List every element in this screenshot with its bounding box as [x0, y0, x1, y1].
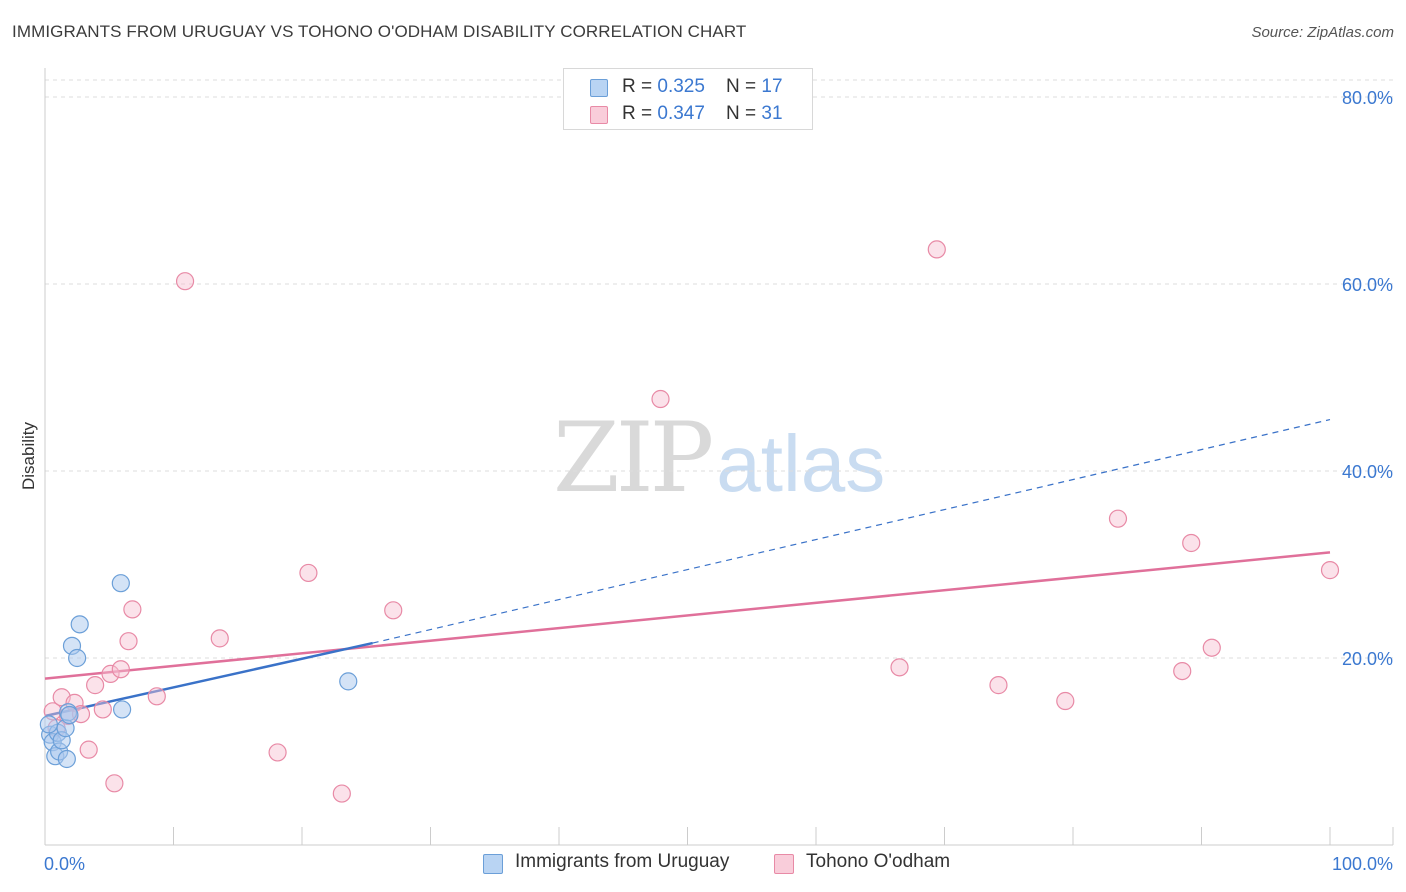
point-tohono [93, 700, 112, 719]
point-tohono [105, 774, 124, 793]
point-tohono [384, 601, 403, 620]
point-uruguay [39, 715, 58, 734]
point-uruguay [70, 615, 89, 634]
bottom-legend-label-tohono: Tohono O'odham [806, 851, 951, 872]
point-tohono [1108, 509, 1128, 528]
bottom-legend-label-uruguay: Immigrants from Uruguay [515, 851, 730, 872]
point-tohono [651, 389, 670, 409]
bottom-legend-swatch-tohono [774, 854, 794, 874]
source-label: Source: ZipAtlas.com [1251, 24, 1394, 41]
point-tohono [268, 743, 287, 762]
label-layer: 20.0% 40.0% 60.0% 80.0% 0.0% 100.0% Disability [19, 88, 1393, 874]
y-tick-label: 80.0% [1342, 88, 1393, 108]
point-tohono [989, 676, 1008, 695]
point-tohono [111, 660, 130, 679]
n-value: 31 [761, 103, 783, 124]
point-uruguay [57, 749, 76, 769]
axis-layer [44, 68, 1394, 846]
bottom-legend-swatch-uruguay [483, 854, 503, 874]
point-tohono [1056, 691, 1075, 711]
point-tohono [1320, 561, 1340, 580]
n-value: 17 [761, 76, 783, 97]
grid-layer [45, 79, 1393, 659]
point-tohono [1173, 661, 1192, 681]
legend-swatch-tohono [590, 106, 608, 124]
point-tohono [210, 629, 229, 648]
point-uruguay [112, 700, 132, 719]
point-tohono [147, 687, 166, 706]
x-tick-label: 0.0% [44, 854, 85, 874]
y-tick-label: 60.0% [1342, 275, 1393, 295]
correlation-legend: R = 0.325 N = 17 R = 0.347 N = 31 [563, 68, 813, 130]
point-tohono [1182, 533, 1201, 553]
trend-layer [44, 418, 1331, 718]
trend-line-uruguay-dashed [372, 418, 1331, 644]
chart-title: IMMIGRANTS FROM URUGUAY VS TOHONO O'ODHA… [12, 22, 747, 41]
point-tohono [123, 600, 142, 619]
watermark: ZIPatlas [553, 402, 885, 514]
point-uruguay [60, 705, 79, 725]
point-uruguay [68, 648, 87, 668]
point-tohono [175, 272, 195, 291]
point-tohono [86, 676, 105, 695]
r-value: 0.347 [657, 103, 705, 124]
x-tick-label: 100.0% [1332, 854, 1393, 874]
r-label: R = [622, 76, 658, 97]
trend-line-tohono [44, 551, 1331, 680]
n-label: N = [726, 103, 762, 124]
watermark-atlas: atlas [716, 419, 886, 508]
y-axis-label: Disability [19, 421, 38, 490]
legend-swatch-uruguay [590, 79, 608, 97]
point-tohono [890, 658, 909, 677]
point-tohono [332, 784, 351, 803]
point-tohono [927, 240, 946, 259]
r-value: 0.325 [657, 76, 705, 97]
point-tohono [119, 632, 138, 651]
point-tohono [101, 664, 120, 683]
point-layer [39, 240, 1340, 803]
n-label: N = [726, 76, 762, 97]
y-tick-label: 40.0% [1342, 462, 1393, 482]
legend-text-tohono: R = 0.347 N = 31 [622, 103, 783, 125]
legend-text-uruguay: R = 0.325 N = 17 [622, 76, 783, 98]
point-uruguay [111, 574, 130, 593]
r-label: R = [622, 103, 658, 124]
watermark-zip: ZIP [553, 402, 714, 514]
trend-line-uruguay [44, 641, 373, 718]
y-tick-label: 20.0% [1342, 649, 1393, 669]
point-uruguay [339, 672, 358, 691]
point-tohono [1202, 638, 1221, 657]
point-tohono [299, 563, 318, 583]
point-tohono [79, 740, 98, 759]
